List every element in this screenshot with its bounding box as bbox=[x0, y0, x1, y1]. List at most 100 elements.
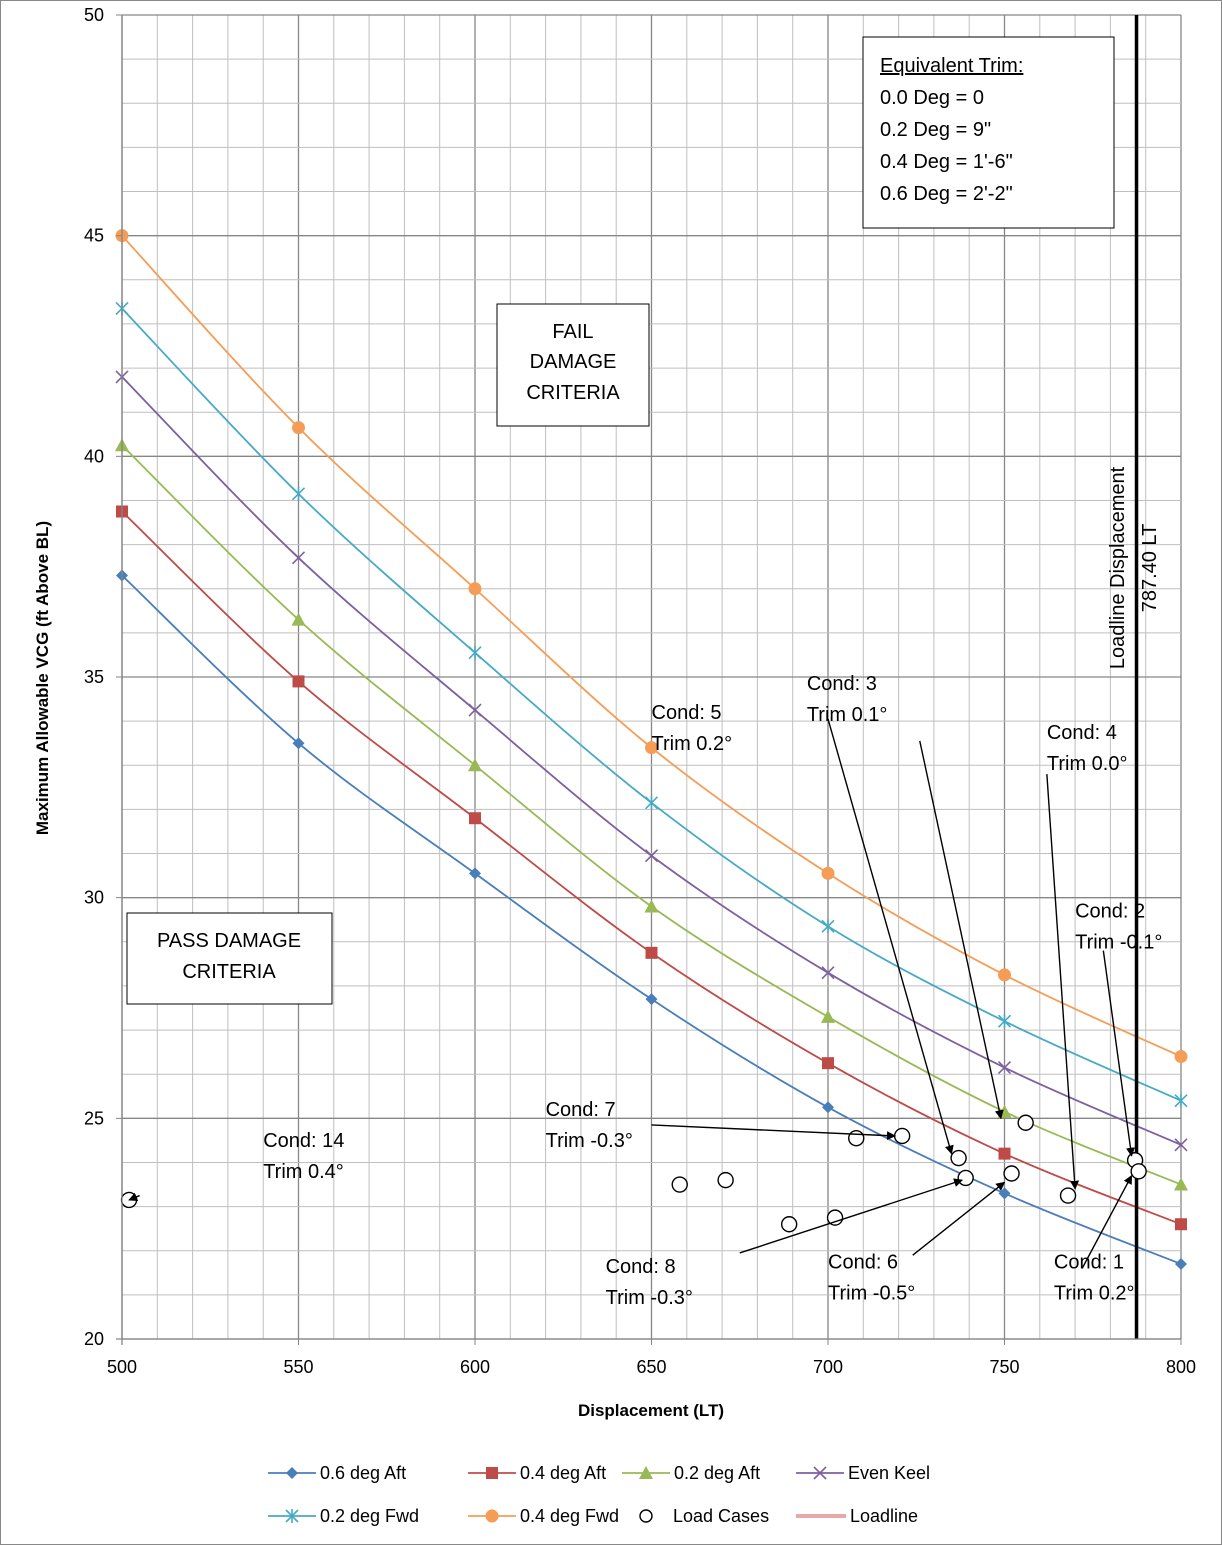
data-point bbox=[468, 645, 482, 660]
load-case-point bbox=[717, 1171, 734, 1189]
legend-swatch-marker bbox=[285, 1509, 299, 1523]
legend-swatch-marker bbox=[639, 1466, 653, 1479]
series-0-4-deg-fwd bbox=[115, 229, 1188, 1064]
x-tick-label: 750 bbox=[989, 1357, 1019, 1377]
callout-label: Cond: 5 bbox=[652, 702, 722, 724]
data-point bbox=[1175, 1218, 1187, 1231]
callout-arrow bbox=[912, 1181, 1006, 1256]
callout-cond: Cond: 7 Trim -0.3° bbox=[546, 1099, 896, 1152]
callout-label: Cond: 14 bbox=[263, 1130, 344, 1152]
legend: 0.6 deg Aft 0.4 deg Aft 0.2 deg Aft Even Ke… bbox=[268, 1463, 930, 1526]
data-point bbox=[821, 866, 835, 880]
callout-label: Cond: 6 bbox=[828, 1251, 898, 1273]
legend-swatch-marker bbox=[286, 1467, 298, 1479]
legend-item-0-4-deg-aft: 0.4 deg Aft bbox=[468, 1463, 606, 1483]
fail-box-line-1: FAIL bbox=[552, 321, 593, 343]
callout-cond: Cond: 6 Trim -0.5° bbox=[828, 1181, 1006, 1304]
legend-item-0-6-deg-aft: 0.6 deg Aft bbox=[268, 1463, 406, 1483]
legend-label: 0.2 deg Fwd bbox=[320, 1506, 419, 1526]
callout-arrow bbox=[739, 1178, 963, 1254]
load-case-point bbox=[826, 1209, 844, 1226]
callout-trim-label: Trim 0.4° bbox=[263, 1161, 344, 1183]
callout-trim-label: Trim 0.0° bbox=[1047, 753, 1128, 775]
loadline-value-label: 787.40 LT bbox=[1139, 524, 1161, 613]
load-case-point bbox=[1130, 1163, 1147, 1180]
data-point bbox=[292, 421, 305, 435]
data-point bbox=[292, 675, 305, 688]
data-point bbox=[468, 703, 482, 717]
callout-arrow bbox=[1102, 950, 1135, 1157]
x-axis-title: Displacement (LT) bbox=[578, 1401, 724, 1420]
x-tick-label: 700 bbox=[813, 1357, 843, 1377]
data-point bbox=[469, 812, 481, 825]
callout-arrow bbox=[651, 1124, 896, 1141]
data-point bbox=[644, 795, 659, 810]
data-point bbox=[469, 867, 481, 880]
data-point bbox=[645, 741, 658, 755]
y-tick-label: 50 bbox=[84, 5, 104, 25]
data-point bbox=[644, 849, 659, 863]
callout-label: Cond: 4 bbox=[1047, 722, 1117, 744]
load-case-point bbox=[1059, 1187, 1077, 1204]
legend-label: 0.4 deg Aft bbox=[520, 1463, 606, 1483]
x-tick-label: 600 bbox=[460, 1357, 490, 1377]
callout-label: Cond: 8 bbox=[606, 1256, 676, 1278]
legend-item-load-cases: Load Cases bbox=[639, 1506, 769, 1526]
y-tick-label: 45 bbox=[84, 226, 104, 246]
callout-label: Cond: 2 bbox=[1075, 901, 1145, 923]
data-point bbox=[644, 899, 659, 913]
load-case-point bbox=[780, 1216, 798, 1233]
trim-box-line: 0.2 Deg = 9" bbox=[880, 119, 991, 141]
data-point bbox=[291, 551, 306, 565]
load-case-point bbox=[893, 1127, 911, 1145]
x-tick-label: 500 bbox=[107, 1357, 137, 1377]
data-point bbox=[468, 582, 482, 596]
callout-cond: Cond: 14 Trim 0.4° bbox=[128, 1130, 344, 1202]
data-point bbox=[291, 486, 306, 501]
data-point bbox=[822, 1101, 834, 1114]
callout-cond: Cond: 8 Trim -0.3° bbox=[606, 1178, 963, 1309]
data-point bbox=[645, 993, 658, 1006]
data-point bbox=[292, 737, 305, 750]
series-even-keel bbox=[115, 370, 1188, 1152]
data-point bbox=[821, 919, 835, 934]
callout-label: Cond: 7 bbox=[546, 1099, 616, 1121]
load-case-point bbox=[1003, 1165, 1020, 1182]
y-tick-label: 20 bbox=[84, 1329, 104, 1349]
data-point bbox=[1175, 1257, 1187, 1270]
y-axis-title: Maximum Allowable VCG (ft Above BL) bbox=[33, 521, 52, 835]
callout-label: Cond: 1 bbox=[1054, 1251, 1124, 1273]
data-point bbox=[468, 758, 482, 772]
legend-label: Even Keel bbox=[848, 1463, 930, 1483]
callout-cond: Cond: 5 Trim 0.2° bbox=[652, 702, 954, 1155]
legend-item-loadline: Loadline bbox=[796, 1506, 918, 1526]
x-tick-label: 800 bbox=[1166, 1357, 1196, 1377]
series-line bbox=[121, 235, 1182, 1058]
trim-box-line: 0.4 Deg = 1'-6" bbox=[880, 151, 1013, 173]
x-tick-label: 550 bbox=[283, 1357, 313, 1377]
load-case-point bbox=[957, 1169, 974, 1187]
callout-arrow bbox=[1046, 774, 1080, 1190]
callout-trim-label: Trim 0.2° bbox=[1054, 1282, 1135, 1304]
y-tick-label: 35 bbox=[84, 667, 104, 687]
fail-box-line-2: DAMAGE bbox=[530, 351, 617, 373]
callout-trim-label: Trim -0.3° bbox=[606, 1287, 693, 1309]
data-point bbox=[821, 1009, 835, 1023]
load-case-point bbox=[671, 1176, 688, 1193]
callout-cond: Cond: 2 Trim -0.1° bbox=[1075, 901, 1162, 1157]
legend-item-0-4-deg-fwd: 0.4 deg Fwd bbox=[468, 1506, 619, 1526]
data-point bbox=[1174, 1138, 1188, 1152]
legend-swatch-marker bbox=[486, 1467, 498, 1479]
legend-label: Loadline bbox=[850, 1506, 918, 1526]
pass-criteria-box: PASS DAMAGE CRITERIA bbox=[126, 912, 333, 1005]
data-point bbox=[1174, 1177, 1188, 1191]
legend-label: Load Cases bbox=[673, 1506, 769, 1526]
load-case-point bbox=[848, 1129, 865, 1147]
axes: 500 550 600 650 700 750 800 20 25 30 35 40 45 50 bbox=[84, 5, 1196, 1377]
y-tick-label: 40 bbox=[84, 446, 104, 466]
callout-arrow bbox=[1081, 1174, 1133, 1269]
callout-trim-label: Trim 0.2° bbox=[652, 733, 733, 755]
trim-box-line: 0.0 Deg = 0 bbox=[880, 87, 984, 109]
fail-criteria-box: FAIL DAMAGE CRITERIA bbox=[496, 303, 650, 427]
legend-label: 0.2 deg Aft bbox=[674, 1463, 760, 1483]
